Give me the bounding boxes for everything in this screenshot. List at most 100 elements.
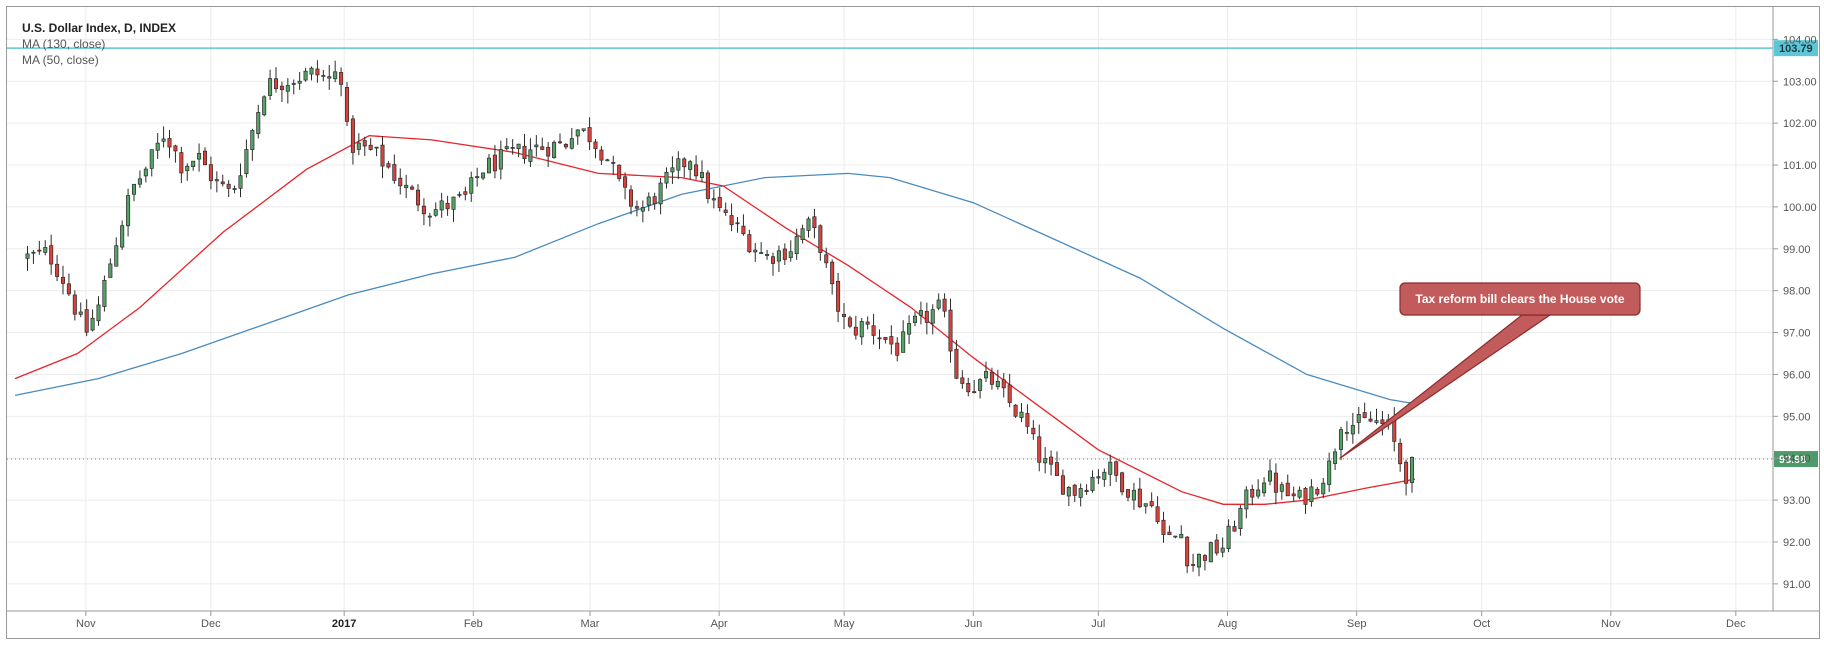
y-tick-label: 95.00 <box>1783 411 1811 423</box>
candle-down <box>392 164 397 181</box>
x-tick-label: May <box>834 618 855 630</box>
x-tick-label: Aug <box>1218 618 1238 630</box>
candle-up <box>102 279 107 307</box>
candle-down <box>729 215 734 226</box>
candle-down <box>540 146 545 150</box>
candle-up <box>930 309 935 324</box>
candle-down <box>948 309 953 352</box>
candle-up <box>1179 534 1184 539</box>
candle-up <box>457 194 462 196</box>
candle-up <box>427 215 432 218</box>
chart-frame: 103.79 93.98 91.00 92.00 93.00 94.00 95.00 96.… <box>6 6 1820 639</box>
candle-down <box>1120 472 1125 493</box>
grid-layer <box>7 7 1773 611</box>
candle-up <box>256 112 261 134</box>
candle-up <box>481 172 486 179</box>
candle-up <box>1143 503 1148 507</box>
axis-layer: 91.00 92.00 93.00 94.00 95.00 96.00 97.00 98.00… <box>7 7 1819 630</box>
candle-down <box>1096 476 1101 479</box>
candle-up <box>1244 489 1249 510</box>
candle-up <box>569 138 574 149</box>
candle-down <box>410 186 415 190</box>
candle-up <box>670 167 675 173</box>
candle-up <box>185 165 190 172</box>
candle-down <box>1285 482 1290 497</box>
candle-down <box>711 198 716 201</box>
candle-up <box>96 304 101 322</box>
candle-down <box>1161 519 1166 535</box>
candle-up <box>983 371 989 379</box>
candle-up <box>475 176 480 178</box>
candle-up <box>333 71 338 80</box>
candle-down <box>723 209 728 213</box>
callout-pointer <box>1339 314 1552 459</box>
candle-down <box>847 317 852 327</box>
candle-down <box>1155 506 1160 522</box>
candle-up <box>309 67 314 75</box>
ma-50-layer <box>14 135 1416 505</box>
candle-down <box>1049 456 1054 465</box>
last-price-label: 93.98 <box>1779 454 1807 466</box>
ma-130-layer <box>14 172 1416 405</box>
candle-up <box>1279 484 1284 492</box>
candle-up <box>788 251 793 258</box>
candle-up <box>1131 489 1136 501</box>
candle-down <box>1380 419 1385 425</box>
candle-up <box>552 141 557 158</box>
candle-up <box>646 196 651 206</box>
candle-up <box>907 323 912 335</box>
candle-up <box>699 172 705 178</box>
candle-up <box>321 75 326 77</box>
candle-up <box>640 207 645 212</box>
candle-up <box>43 247 48 253</box>
candle-up <box>108 263 113 278</box>
horizontal-lines-layer: 103.79 93.98 <box>7 40 1818 468</box>
candle-up <box>1220 547 1225 553</box>
candle-up <box>90 317 95 331</box>
candle-down <box>421 205 426 215</box>
candle-up <box>1102 471 1107 480</box>
candle-down <box>1001 379 1006 389</box>
candle-up <box>191 160 196 167</box>
candle-down <box>1137 488 1142 508</box>
x-tick-label: Nov <box>1601 618 1621 630</box>
candle-down <box>1250 489 1255 498</box>
y-tick-label: 99.00 <box>1783 244 1811 256</box>
candle-down <box>966 382 971 393</box>
candle-up <box>250 130 255 150</box>
candle-up <box>776 250 781 262</box>
candle-down <box>226 183 231 189</box>
x-tick-label: Apr <box>711 618 728 630</box>
candle-down <box>1398 442 1403 465</box>
candle-down <box>563 143 568 148</box>
candle-down <box>924 311 929 323</box>
y-tick-label: 91.00 <box>1783 579 1811 591</box>
candle-up <box>504 146 509 150</box>
candle-up <box>1333 451 1338 464</box>
candle-up <box>1078 488 1083 498</box>
candle-up <box>1321 482 1326 495</box>
candle-up <box>1173 535 1178 538</box>
candle-down <box>362 140 367 147</box>
candle-down <box>37 249 42 252</box>
x-tick-label: Oct <box>1473 618 1490 630</box>
x-tick-label: Dec <box>201 618 221 630</box>
candle-up <box>859 321 864 338</box>
candle-up <box>1019 411 1024 418</box>
y-tick-label: 94.00 <box>1783 453 1811 465</box>
x-tick-label: Dec <box>1726 618 1746 630</box>
candle-up <box>244 149 249 174</box>
candle-up <box>1066 487 1071 497</box>
x-tick-label: Jul <box>1091 618 1105 630</box>
candle-down <box>380 144 385 167</box>
candle-up <box>1309 486 1314 503</box>
candle-up <box>486 157 492 174</box>
y-tick-label: 103.00 <box>1783 76 1817 88</box>
candle-up <box>1267 470 1273 482</box>
candle-up <box>753 249 758 253</box>
candle-up <box>214 179 219 182</box>
candle-up <box>1043 458 1048 464</box>
candle-down <box>315 68 320 76</box>
candle-up <box>131 183 137 195</box>
candle-down <box>1362 412 1367 418</box>
